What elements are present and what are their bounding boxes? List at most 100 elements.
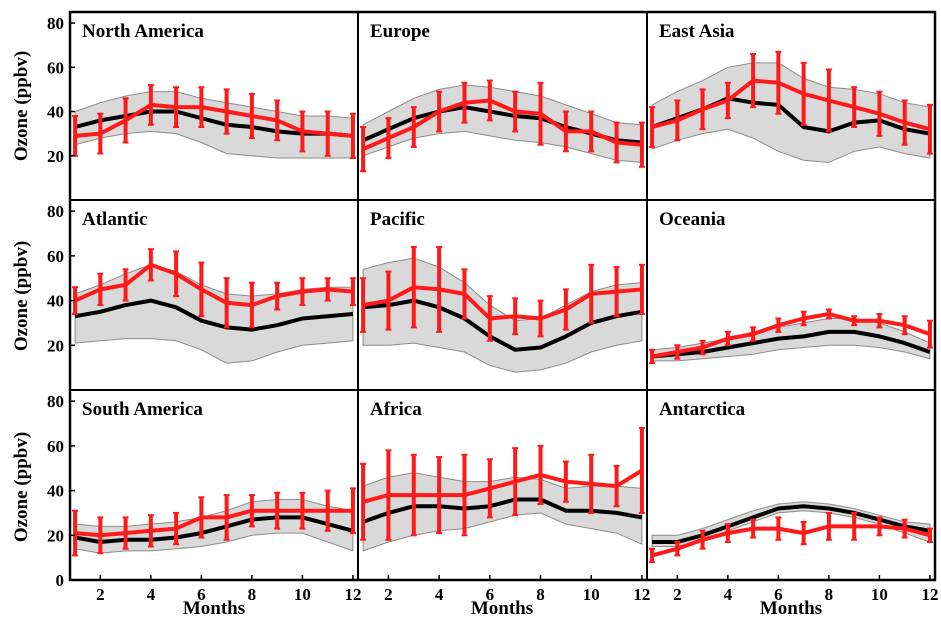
panel-antarctica: Antarctica 2 4 6 8 10 12 — [646, 389, 938, 604]
observed-error-bar — [385, 270, 392, 331]
observed-error-bar — [122, 268, 129, 302]
observed-error-bar — [349, 112, 356, 159]
x-tick-label: 4 — [724, 585, 733, 604]
observed-error-bar — [324, 110, 331, 157]
panel-oceania: Oceania — [646, 199, 936, 391]
observed-error-bar — [173, 86, 180, 129]
x-tick-label: 10 — [583, 585, 600, 604]
observed-error-bar — [223, 88, 230, 135]
y-tick-label: 60 — [47, 58, 64, 77]
observed-error-bar — [360, 277, 367, 333]
panel-europe: Europe — [357, 11, 648, 201]
panel-east-asia: East Asia — [646, 11, 936, 201]
observed-error-bar — [385, 117, 392, 159]
observed-error-bar — [537, 81, 544, 146]
x-axis-title-col-1: Months — [183, 598, 245, 619]
observed-error-bar — [349, 277, 356, 307]
observed-error-bar — [324, 277, 331, 302]
observed-error-bar — [588, 110, 595, 153]
observed-error-bar — [97, 272, 104, 307]
figure-frame — [68, 10, 937, 582]
observed-error-bar — [198, 496, 205, 539]
observed-error-bar — [223, 494, 230, 541]
model-line — [362, 298, 643, 352]
x-tick-label: 2 — [384, 585, 393, 604]
model-range-band — [74, 499, 354, 554]
observed-error-bar — [512, 447, 519, 517]
observed-error-bar — [274, 281, 281, 311]
x-tick-label: 6 — [197, 585, 206, 604]
panel-pacific: Pacific — [357, 199, 648, 391]
observed-error-bar — [410, 453, 417, 537]
model-range-band — [74, 264, 354, 364]
observed-error-bar — [122, 516, 129, 550]
observed-error-bar — [876, 90, 883, 137]
panel-title: Africa — [370, 399, 422, 420]
observed-error-bar — [537, 444, 544, 505]
observed-error-bar — [562, 110, 569, 153]
observed-error-bar — [562, 460, 569, 503]
observed-error-bar — [750, 518, 757, 539]
observed-error-bar — [97, 112, 104, 155]
x-axis-title-col-3: Months — [760, 598, 822, 619]
observed-error-bar — [901, 518, 908, 539]
observed-error-bar — [461, 81, 468, 124]
panel-africa: Africa 2 4 6 8 10 12 — [357, 389, 650, 604]
observed-error-bar — [122, 97, 129, 144]
observed-error-bar — [324, 489, 331, 532]
observed-line — [362, 285, 643, 321]
observed-error-bar — [299, 491, 306, 530]
observed-error-bar — [486, 79, 493, 122]
observed-error-bar — [173, 250, 180, 298]
observed-error-bar — [775, 317, 782, 333]
y-tick-label: 0 — [56, 571, 65, 590]
x-tick-label: 10 — [871, 585, 888, 604]
observed-error-bar — [436, 245, 443, 333]
x-tick-label: 4 — [147, 585, 156, 604]
observed-error-bar — [72, 509, 79, 557]
y-axis-title-row-3: Ozone (ppbv) — [11, 432, 32, 542]
observed-error-bar — [851, 86, 858, 129]
observed-error-bar — [724, 330, 731, 347]
y-tick-label: 40 — [47, 482, 64, 501]
model-line — [362, 497, 643, 524]
observed-error-bar — [97, 516, 104, 555]
plot-area — [72, 83, 356, 159]
observed-error-bar — [410, 245, 417, 329]
x-tick-label: 4 — [435, 585, 444, 604]
plot-area — [649, 308, 933, 365]
model-range-band — [362, 257, 643, 373]
x-tick-label: 8 — [536, 585, 545, 604]
panel-atlantic: Atlantic 20 40 60 80 — [47, 199, 359, 391]
observed-error-bar — [901, 315, 908, 336]
observed-error-bar — [674, 99, 681, 142]
y-tick-label: 80 — [47, 392, 64, 411]
plot-area — [72, 487, 356, 557]
panel-north-america: North America 20 40 60 80 — [47, 11, 359, 201]
observed-error-bar — [436, 456, 443, 535]
observed-error-bar — [800, 520, 807, 546]
observed-error-bar — [385, 449, 392, 541]
y-tick-label: 20 — [47, 336, 64, 355]
y-tick-label: 60 — [47, 247, 64, 266]
plot-area — [649, 501, 933, 564]
panel-title: Oceania — [659, 209, 726, 230]
y-tick-label: 40 — [47, 103, 64, 122]
observed-error-bar — [724, 81, 731, 120]
observed-error-bar — [800, 61, 807, 126]
plot-area — [360, 427, 645, 552]
observed-error-bar — [926, 527, 933, 543]
observed-error-bar — [360, 126, 367, 173]
observed-error-bar — [649, 348, 656, 365]
observed-error-bar — [248, 92, 255, 140]
observed-line — [74, 102, 354, 138]
plot-area — [360, 79, 645, 173]
model-line — [651, 329, 931, 359]
observed-error-bar — [750, 326, 757, 342]
model-line — [652, 504, 931, 544]
x-tick-label: 8 — [248, 585, 257, 604]
observed-error-bar — [72, 286, 79, 315]
observed-line — [651, 524, 931, 558]
observed-line — [651, 312, 931, 359]
